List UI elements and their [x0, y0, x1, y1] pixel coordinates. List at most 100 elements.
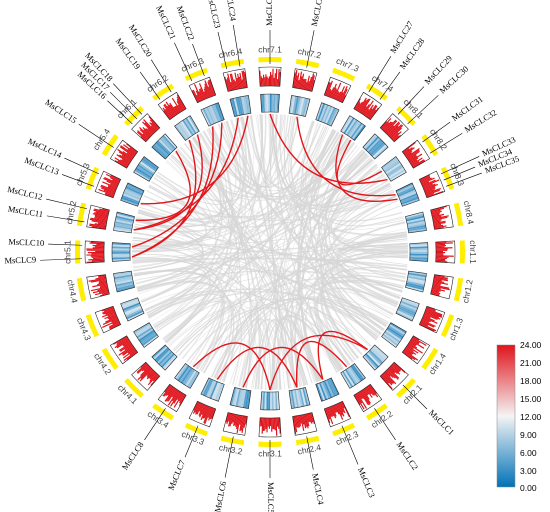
- histogram-bar: [389, 366, 398, 375]
- collinear-link: [217, 281, 403, 381]
- histogram-bar: [386, 121, 400, 135]
- heatmap-cell: [382, 158, 399, 171]
- histogram-bar: [235, 414, 239, 427]
- histogram-bar: [142, 126, 152, 137]
- histogram-bar: [209, 79, 216, 96]
- heatmap-cell: [342, 116, 354, 133]
- collinear-link: [220, 122, 297, 388]
- histogram-bar: [358, 99, 367, 113]
- histogram-bar: [105, 316, 118, 323]
- heatmap-cell: [298, 97, 305, 116]
- collinear-link: [317, 149, 367, 203]
- heatmap-frame: [409, 242, 429, 262]
- histogram-bar: [92, 213, 108, 218]
- histogram-bar: [310, 412, 315, 425]
- heatmap-cell: [153, 346, 168, 360]
- histogram-bar: [118, 345, 134, 356]
- histogram-bar: [100, 185, 116, 193]
- heatmap-cell: [142, 156, 159, 169]
- heatmap-frame: [120, 182, 145, 207]
- histogram-bar: [328, 90, 332, 98]
- heatmap-frame: [315, 377, 340, 402]
- heatmap-cell: [409, 242, 428, 246]
- heatmap-cell: [260, 94, 264, 113]
- collinear-link: [195, 298, 385, 369]
- histogram-bar: [435, 254, 444, 256]
- histogram-bar: [102, 208, 110, 212]
- histogram-bar: [238, 76, 242, 89]
- histogram-bar: [271, 74, 273, 87]
- histogram-bar: [237, 73, 241, 89]
- histogram-bar: [422, 317, 431, 323]
- histogram-bar: [104, 176, 119, 185]
- histogram-bar: [411, 160, 420, 167]
- histogram-bar: [306, 81, 310, 91]
- gene-leader-line: [374, 408, 396, 441]
- heatmap-cell: [292, 389, 298, 408]
- histogram-bar: [89, 242, 105, 245]
- histogram-bar: [404, 147, 415, 156]
- collinear-link: [259, 114, 290, 389]
- heatmap-cell: [115, 279, 134, 285]
- heatmap-cell: [320, 381, 329, 400]
- histogram-frame: [222, 68, 248, 92]
- histogram-bar: [434, 274, 445, 278]
- gene-leader-line: [46, 198, 88, 210]
- histogram-bar: [164, 108, 173, 119]
- heatmap-cell: [384, 161, 401, 173]
- collinear-link: [338, 238, 408, 250]
- heatmap-cell: [405, 285, 424, 293]
- gene-leader-line: [61, 174, 94, 187]
- histogram-bar: [301, 414, 305, 425]
- heatmap-cell: [371, 142, 386, 157]
- histogram-frame: [379, 113, 409, 143]
- histogram-bar: [391, 131, 402, 141]
- histogram-bar: [356, 393, 368, 409]
- heatmap-cell: [407, 276, 426, 281]
- heatmap-cell: [151, 145, 167, 160]
- histogram-frame: [323, 76, 352, 104]
- heatmap-cell: [273, 391, 276, 410]
- histogram-bar: [95, 250, 105, 252]
- histogram-bar: [270, 417, 272, 426]
- gene-label: MsCLC8: [120, 440, 146, 472]
- heatmap-cell: [179, 366, 191, 383]
- histogram-bar: [406, 345, 419, 354]
- gene-label: MsCLC5: [266, 482, 276, 512]
- collinear-link: [132, 138, 349, 248]
- duplication-link: [131, 122, 223, 248]
- histogram-bar: [430, 207, 445, 213]
- histogram-bar: [295, 415, 299, 428]
- histogram-bar: [200, 405, 208, 421]
- heatmap-cell: [398, 307, 416, 316]
- heatmap-cell: [407, 221, 426, 227]
- histogram-bar: [204, 80, 212, 98]
- histogram-bar: [432, 285, 450, 291]
- histogram-frame: [430, 274, 454, 300]
- heatmap-cell: [154, 142, 169, 157]
- heatmap-cell: [366, 352, 381, 367]
- histogram-bar: [176, 98, 185, 111]
- heatmap-frame: [315, 102, 340, 127]
- collinear-link: [323, 150, 399, 304]
- histogram-bar: [226, 79, 231, 92]
- histogram-bar: [198, 404, 205, 416]
- histogram-bar: [307, 413, 311, 423]
- histogram-bar: [204, 86, 210, 98]
- histogram-bar: [227, 73, 233, 91]
- heatmap-cell: [185, 370, 197, 387]
- heatmap-cell: [351, 123, 364, 140]
- collinear-link: [297, 128, 334, 381]
- histogram-bar: [137, 363, 149, 374]
- histogram-bar: [103, 189, 115, 195]
- heatmap-cell: [133, 170, 151, 182]
- histogram-bar: [229, 413, 234, 427]
- heatmap-cell: [162, 354, 176, 369]
- heatmap-frame: [229, 95, 252, 117]
- histogram-bar: [95, 211, 109, 216]
- heatmap-cell: [174, 124, 187, 141]
- gene-label: MsCLC25: [264, 0, 274, 26]
- heatmap-cell: [364, 135, 378, 150]
- histogram-bar: [162, 107, 172, 120]
- heatmap-cell: [153, 144, 168, 158]
